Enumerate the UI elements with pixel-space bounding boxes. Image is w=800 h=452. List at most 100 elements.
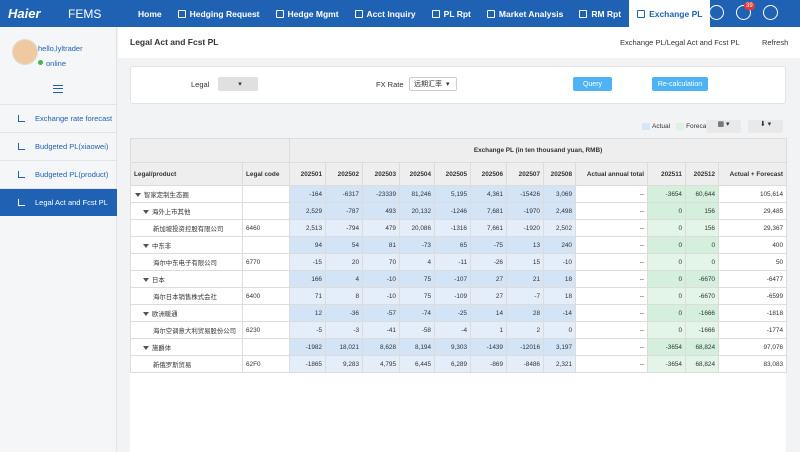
value-cell: 27: [471, 271, 507, 288]
globe-icon[interactable]: [709, 5, 724, 20]
legal-cell: 海尔空调意大利贸易股份公司: [131, 322, 243, 339]
menu-item[interactable]: PL Rpt: [424, 0, 479, 27]
code-cell: 6230: [243, 322, 290, 339]
export-button[interactable]: ⬇ ▾: [748, 120, 783, 133]
value-cell: --: [576, 271, 648, 288]
menu-icon: [487, 10, 495, 18]
value-cell: 14: [471, 305, 507, 322]
side-label: Exchange rate forecast: [35, 114, 112, 123]
value-cell: -6670: [686, 288, 719, 305]
value-cell: 5,195: [435, 186, 471, 203]
value-cell: --: [576, 305, 648, 322]
value-cell: -74: [400, 305, 435, 322]
legal-name: 海尔中东电子有限公司: [153, 260, 217, 267]
value-cell: 9,303: [435, 339, 471, 356]
refresh[interactable]: Refresh: [762, 38, 788, 47]
value-cell: -6477: [719, 271, 787, 288]
column-button[interactable]: ▦ ▾: [706, 120, 741, 133]
value-cell: 3,197: [544, 339, 576, 356]
value-cell: -15426: [507, 186, 544, 203]
legal-cell: 智家定制生态圈: [131, 186, 243, 203]
menu-item[interactable]: Market Analysis: [479, 0, 571, 27]
legal-cell: 新加坡投资控股有限公司: [131, 220, 243, 237]
breadcrumb: Exchange PL/Legal Act and Fcst PL: [620, 38, 740, 47]
filter-panel: Legal ▾ FX Rate 远期汇率▾ Query Re-calculati…: [130, 66, 786, 104]
value-cell: 75: [400, 271, 435, 288]
page-title: Legal Act and Fcst PL: [130, 37, 218, 47]
fx-select[interactable]: 远期汇率▾: [409, 77, 457, 91]
code-cell: 6400: [243, 288, 290, 305]
value-cell: -41: [363, 322, 400, 339]
legal-name: 新俄罗斯贸易: [153, 362, 191, 369]
expand-toggle[interactable]: [143, 244, 149, 248]
menu-icon: [579, 10, 587, 18]
legal-cell: 中东非: [131, 237, 243, 254]
bell-icon[interactable]: 39: [736, 5, 751, 20]
value-cell: -6670: [686, 271, 719, 288]
user-icon[interactable]: [763, 5, 778, 20]
menu-item[interactable]: Acct Inquiry: [347, 0, 424, 27]
menu-item[interactable]: Home: [130, 0, 170, 27]
value-cell: 0: [648, 254, 686, 271]
value-cell: 70: [363, 254, 400, 271]
expand-toggle[interactable]: [143, 210, 149, 214]
user-name: hello,lyltrader: [38, 44, 83, 53]
legal-cell: 欧洲暖通: [131, 305, 243, 322]
side-icon: [18, 115, 25, 122]
value-cell: 68,824: [686, 339, 719, 356]
value-cell: -1316: [435, 220, 471, 237]
value-cell: 29,367: [719, 220, 787, 237]
value-cell: --: [576, 254, 648, 271]
value-cell: 20,132: [400, 203, 435, 220]
side-item[interactable]: Budgeted PL(xiaowei): [0, 132, 117, 160]
expand-toggle[interactable]: [143, 346, 149, 350]
value-cell: 1: [471, 322, 507, 339]
recalc-button[interactable]: Re-calculation: [652, 77, 708, 91]
fx-label: FX Rate: [376, 80, 404, 89]
legal-select[interactable]: ▾: [218, 77, 258, 91]
header-cell: [131, 139, 290, 163]
menu-label: RM Rpt: [591, 9, 621, 19]
value-cell: 18: [544, 288, 576, 305]
side-label: Budgeted PL(xiaowei): [35, 142, 108, 151]
expand-toggle[interactable]: [143, 312, 149, 316]
top-nav: Haier FEMS HomeHedging RequestHedge Mgmt…: [0, 0, 800, 27]
value-cell: 2,498: [544, 203, 576, 220]
value-cell: -109: [435, 288, 471, 305]
expand-toggle[interactable]: [135, 193, 141, 197]
code-cell: 6770: [243, 254, 290, 271]
value-cell: 7,681: [471, 203, 507, 220]
menu-toggle[interactable]: [53, 85, 63, 93]
query-button[interactable]: Query: [573, 77, 612, 91]
group-header: Exchange PL (in ten thousand yuan, RMB): [290, 139, 787, 163]
status: online: [46, 59, 66, 68]
menu-item[interactable]: Hedging Request: [170, 0, 268, 27]
menu-item[interactable]: RM Rpt: [571, 0, 629, 27]
value-cell: 2,513: [290, 220, 326, 237]
side-item[interactable]: Exchange rate forecast: [0, 104, 117, 132]
value-cell: -23339: [363, 186, 400, 203]
side-item[interactable]: Budgeted PL(product): [0, 160, 117, 188]
value-cell: 0: [686, 237, 719, 254]
value-cell: -4: [435, 322, 471, 339]
menu-label: Hedging Request: [190, 9, 260, 19]
value-cell: 0: [648, 305, 686, 322]
menu: Home Hedging Request Hedge MgmtAcct Inquir…: [130, 0, 710, 27]
expand-toggle[interactable]: [143, 278, 149, 282]
column-header: 202503: [363, 163, 400, 186]
value-cell: --: [576, 356, 648, 373]
legal-name: 中东非: [152, 243, 171, 250]
menu-item[interactable]: Hedge Mgmt: [268, 0, 347, 27]
value-cell: -3654: [648, 186, 686, 203]
value-cell: 20,086: [400, 220, 435, 237]
badge: 39: [744, 2, 755, 10]
menu-item[interactable]: Exchange PL: [629, 0, 710, 27]
side-item[interactable]: Legal Act and Fcst PL: [0, 188, 117, 216]
column-header: 202506: [471, 163, 507, 186]
legal-label: Legal: [191, 80, 209, 89]
menu-label: PL Rpt: [444, 9, 471, 19]
column-header: 202507: [507, 163, 544, 186]
table-row: 智家定制生态圈-164-6317-2333981,2465,1954,361-1…: [131, 186, 787, 203]
value-cell: 13: [507, 237, 544, 254]
value-cell: -15: [290, 254, 326, 271]
